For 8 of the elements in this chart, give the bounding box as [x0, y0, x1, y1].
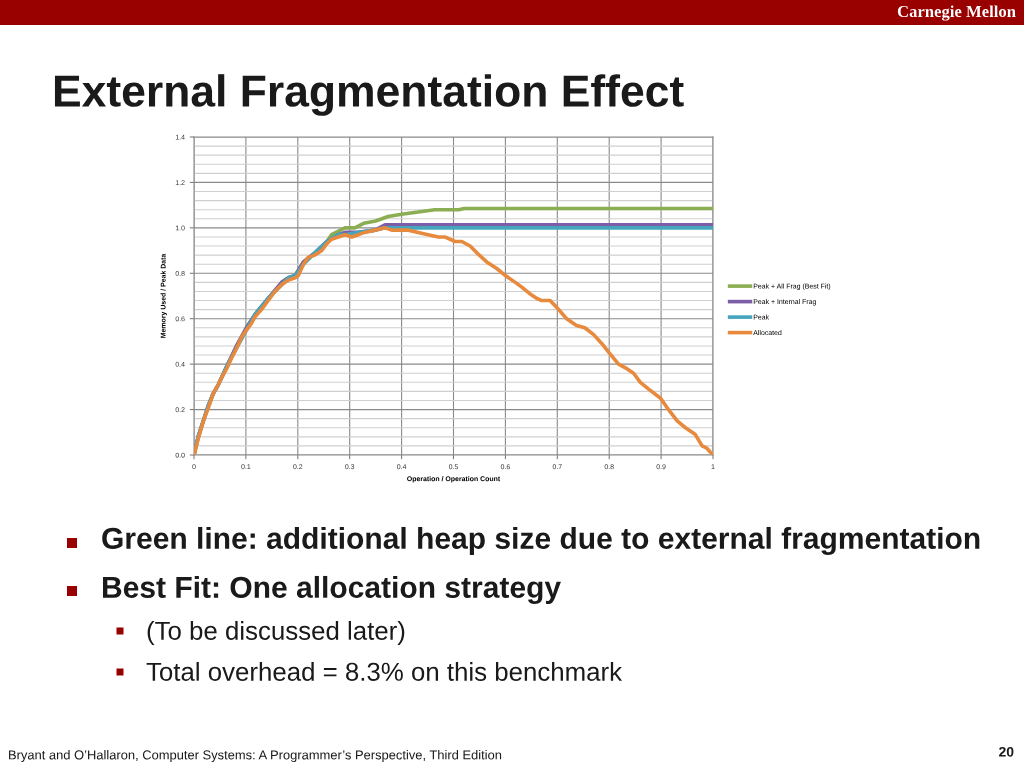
text: Total overhead = 8.3% on this benchmark [146, 661, 623, 681]
text: Best Fit: One allocation strategy [103, 575, 561, 605]
text: 20 [999, 746, 1014, 757]
text: (To be discussed later) [147, 620, 405, 646]
text: Bryant and O’Hallaron, Computer Systems: A Programmer’s Perspective, Third Edition [9, 749, 502, 763]
chart-title: External Fragmentation Effect [54, 74, 684, 116]
text: Green line: additional heap size due to external fragmentation [102, 526, 980, 556]
text: Carnegie Mellon [897, 5, 1016, 21]
